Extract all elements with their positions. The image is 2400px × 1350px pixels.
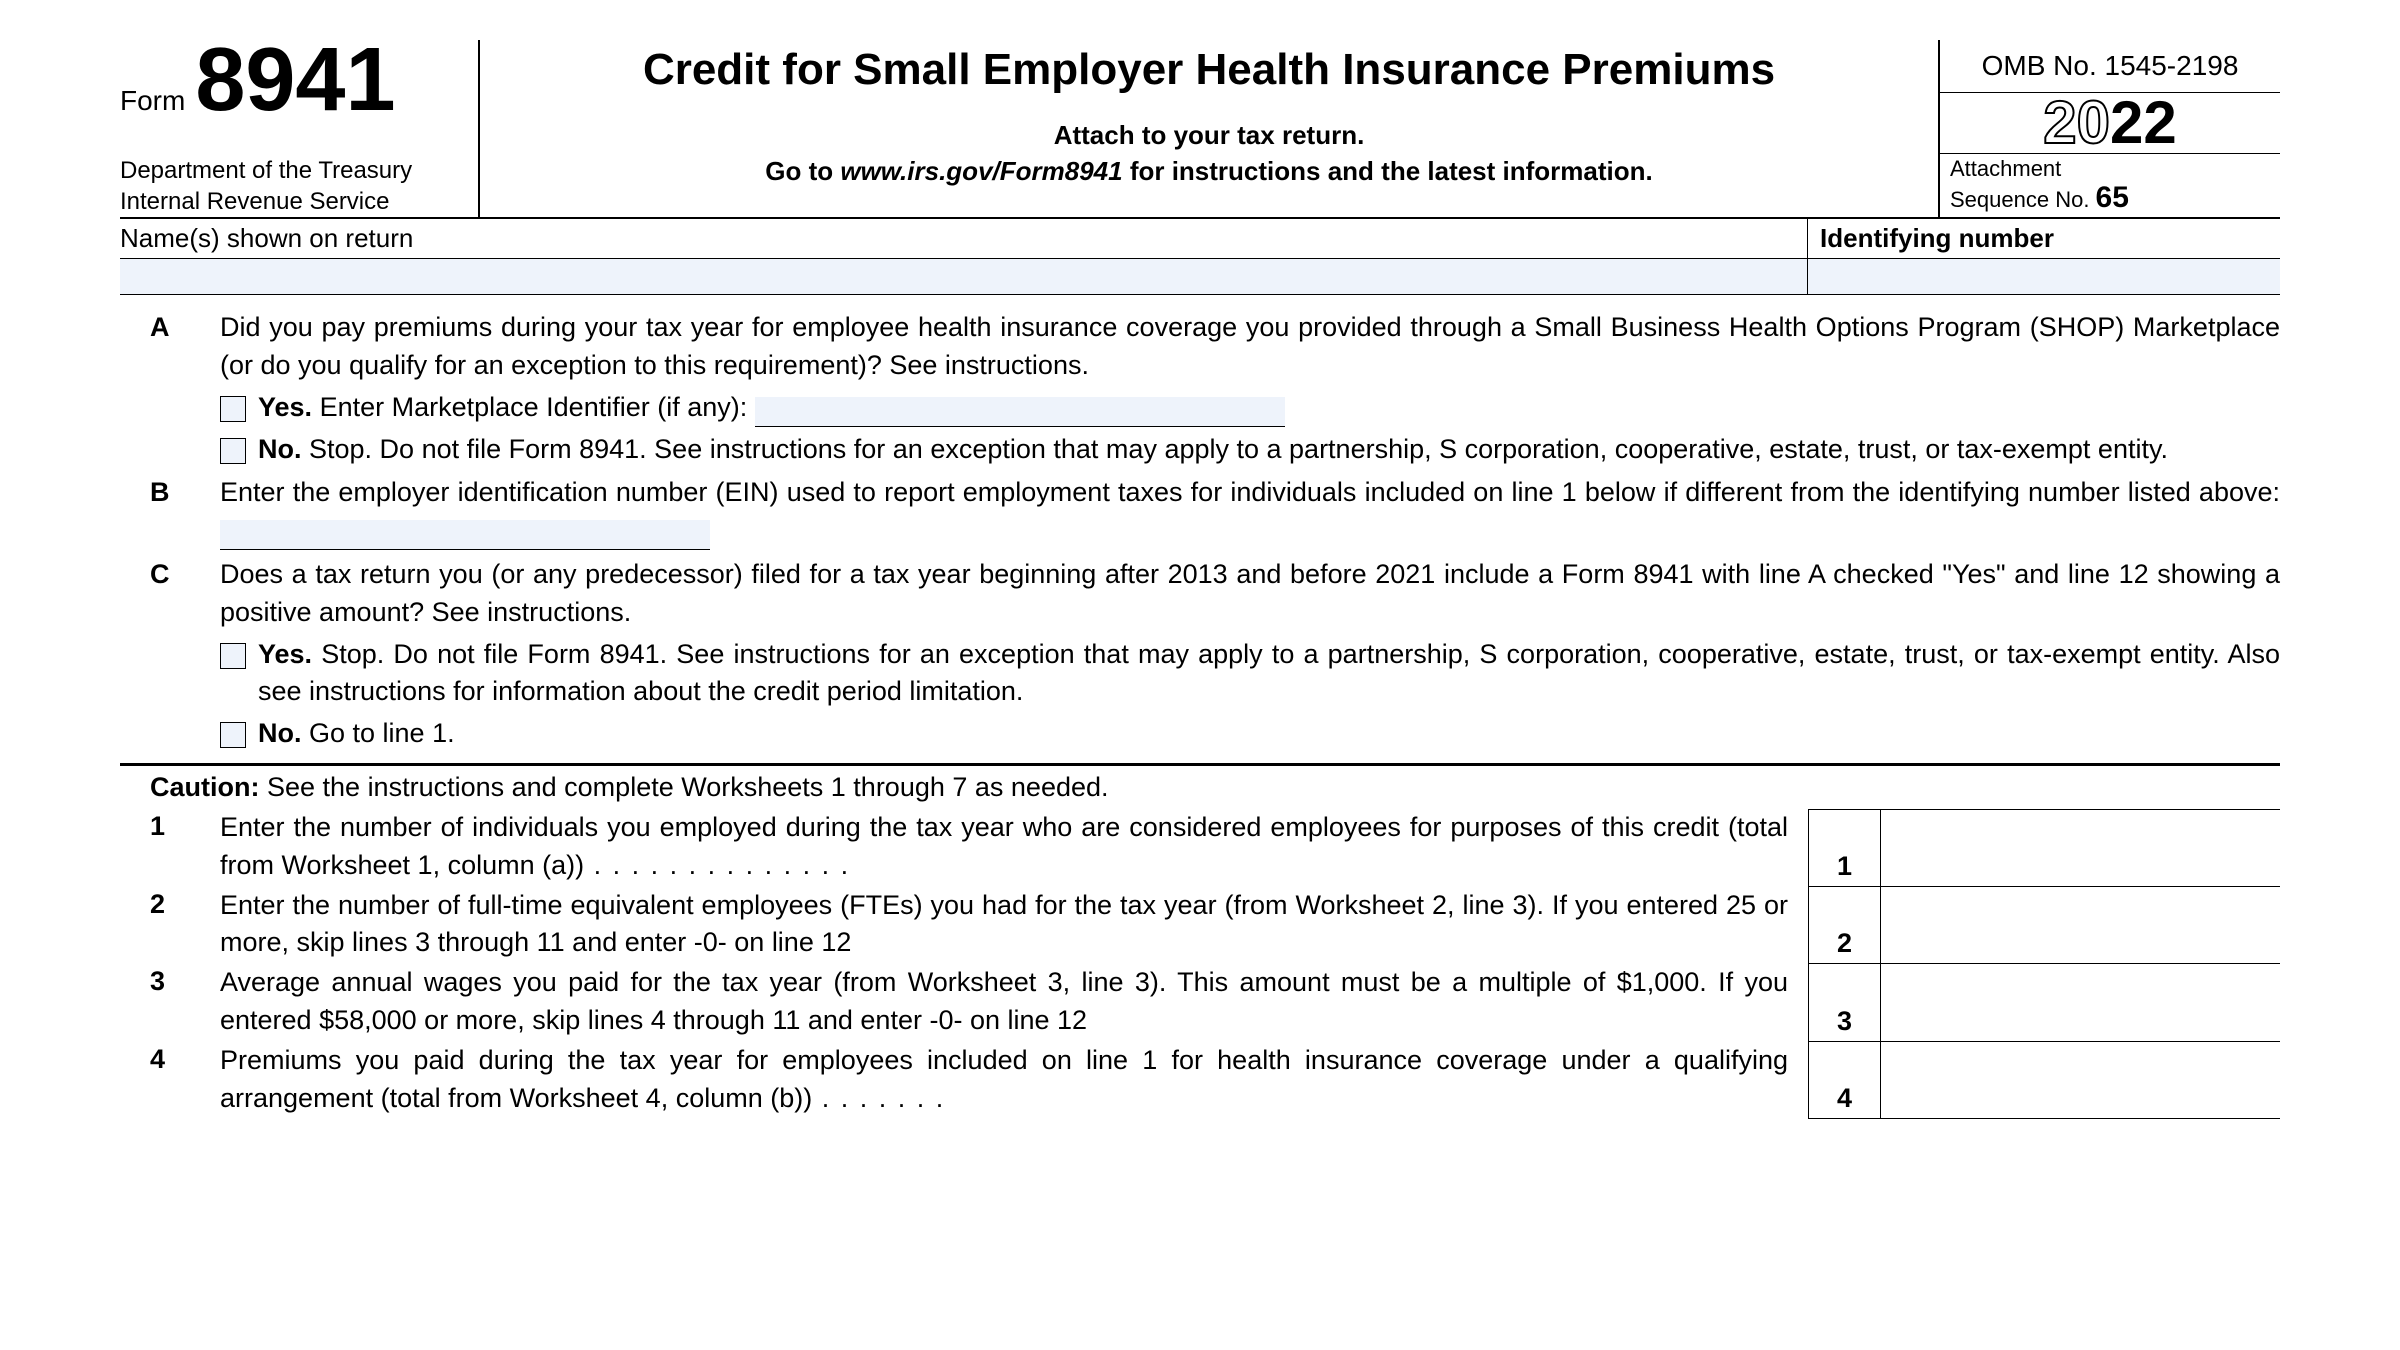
sequence-no: 65 bbox=[2096, 181, 2129, 214]
goto-suffix: for instructions and the latest informat… bbox=[1123, 156, 1653, 186]
header-center: Credit for Small Employer Health Insuran… bbox=[480, 40, 1940, 217]
line-1-input[interactable] bbox=[1880, 809, 2280, 887]
line-3-num: 3 bbox=[120, 964, 220, 1042]
dots-icon bbox=[584, 850, 850, 880]
qa-no-row: No. Stop. Do not file Form 8941. See ins… bbox=[220, 431, 2280, 469]
id-label: Identifying number bbox=[1808, 219, 2280, 258]
line-3-boxnum: 3 bbox=[1808, 964, 1880, 1042]
qc-no-label: No. bbox=[258, 718, 302, 748]
body: A Did you pay premiums during your tax y… bbox=[120, 295, 2280, 1119]
question-a-text: Did you pay premiums during your tax yea… bbox=[220, 309, 2280, 468]
dept-line1: Department of the Treasury bbox=[120, 155, 458, 186]
line-3-input[interactable] bbox=[1880, 964, 2280, 1042]
form-word: Form bbox=[120, 85, 185, 117]
form-header: Form 8941 Department of the Treasury Int… bbox=[120, 40, 2280, 219]
qa-no-checkbox[interactable] bbox=[220, 438, 246, 464]
line-1-boxnum: 1 bbox=[1808, 809, 1880, 887]
header-left: Form 8941 Department of the Treasury Int… bbox=[120, 40, 480, 217]
form-number: 8941 bbox=[195, 40, 395, 121]
question-a: A Did you pay premiums during your tax y… bbox=[120, 309, 2280, 468]
line-2-input[interactable] bbox=[1880, 887, 2280, 965]
question-c: C Does a tax return you (or any predeces… bbox=[120, 556, 2280, 753]
line-4-input[interactable] bbox=[1880, 1042, 2280, 1120]
qc-no-checkbox[interactable] bbox=[220, 722, 246, 748]
qa-yes-row: Yes. Enter Marketplace Identifier (if an… bbox=[220, 389, 2280, 427]
tax-year: 2022 bbox=[1940, 93, 2280, 153]
line-4: 4 Premiums you paid during the tax year … bbox=[120, 1042, 2280, 1120]
caution-text: See the instructions and complete Worksh… bbox=[259, 772, 1108, 802]
line-1: 1 Enter the number of individuals you em… bbox=[120, 809, 2280, 887]
question-b-text: Enter the employer identification number… bbox=[220, 474, 2280, 550]
goto-url: www.irs.gov/Form8941 bbox=[840, 156, 1122, 186]
dots-icon bbox=[812, 1083, 945, 1113]
attach-line: Attach to your tax return. bbox=[510, 120, 1908, 151]
qc-yes-content: Yes. Stop. Do not file Form 8941. See in… bbox=[258, 636, 2280, 712]
line-2-num: 2 bbox=[120, 887, 220, 965]
question-c-text: Does a tax return you (or any predecesso… bbox=[220, 556, 2280, 753]
form-number-row: Form 8941 bbox=[120, 40, 458, 121]
line-4-num: 4 bbox=[120, 1042, 220, 1120]
attachment-sequence: Attachment Sequence No. 65 bbox=[1940, 153, 2280, 217]
qb-text: Enter the employer identification number… bbox=[220, 477, 2280, 507]
line-1-num: 1 bbox=[120, 809, 220, 887]
qa-yes-checkbox[interactable] bbox=[220, 396, 246, 422]
name-input-row bbox=[120, 259, 2280, 295]
line-2: 2 Enter the number of full-time equivale… bbox=[120, 887, 2280, 965]
qa-no-text: Stop. Do not file Form 8941. See instruc… bbox=[302, 434, 2168, 464]
qa-no-content: No. Stop. Do not file Form 8941. See ins… bbox=[258, 431, 2280, 469]
letter-a: A bbox=[120, 309, 220, 468]
year-bold: 22 bbox=[2110, 89, 2177, 156]
qa-yes-text: Enter Marketplace Identifier (if any): bbox=[312, 392, 755, 422]
qc-yes-label: Yes. bbox=[258, 639, 312, 669]
goto-line: Go to www.irs.gov/Form8941 for instructi… bbox=[510, 156, 1908, 187]
line-4-text: Premiums you paid during the tax year fo… bbox=[220, 1045, 1788, 1113]
sequence-label: Sequence No. bbox=[1950, 187, 2096, 212]
qc-no-content: No. Go to line 1. bbox=[258, 715, 455, 753]
names-input[interactable] bbox=[120, 259, 1808, 294]
qc-yes-text: Stop. Do not file Form 8941. See instruc… bbox=[258, 639, 2280, 707]
name-row: Name(s) shown on return Identifying numb… bbox=[120, 219, 2280, 259]
goto-prefix: Go to bbox=[765, 156, 840, 186]
qc-yes-row: Yes. Stop. Do not file Form 8941. See in… bbox=[220, 636, 2280, 712]
line-3: 3 Average annual wages you paid for the … bbox=[120, 964, 2280, 1042]
qc-yes-checkbox[interactable] bbox=[220, 643, 246, 669]
omb-number: OMB No. 1545-2198 bbox=[1940, 40, 2280, 93]
qc-text: Does a tax return you (or any predecesso… bbox=[220, 559, 2280, 627]
qa-no-label: No. bbox=[258, 434, 302, 464]
numbered-lines: 1 Enter the number of individuals you em… bbox=[120, 809, 2280, 1119]
line-4-boxnum: 4 bbox=[1808, 1042, 1880, 1120]
line-3-desc: Average annual wages you paid for the ta… bbox=[220, 964, 1808, 1042]
line-1-desc: Enter the number of individuals you empl… bbox=[220, 809, 1808, 887]
line-4-desc: Premiums you paid during the tax year fo… bbox=[220, 1042, 1808, 1120]
form-title: Credit for Small Employer Health Insuran… bbox=[510, 45, 1908, 95]
qa-text: Did you pay premiums during your tax yea… bbox=[220, 312, 2280, 380]
qa-yes-label: Yes. bbox=[258, 392, 312, 422]
qa-yes-content: Yes. Enter Marketplace Identifier (if an… bbox=[258, 389, 1285, 427]
line-2-boxnum: 2 bbox=[1808, 887, 1880, 965]
dept-lines: Department of the Treasury Internal Reve… bbox=[120, 155, 458, 217]
header-right: OMB No. 1545-2198 2022 Attachment Sequen… bbox=[1940, 40, 2280, 217]
marketplace-id-input[interactable] bbox=[755, 397, 1285, 427]
qc-no-text: Go to line 1. bbox=[302, 718, 455, 748]
caution-line: Caution: See the instructions and comple… bbox=[120, 766, 2280, 809]
attachment-label: Attachment bbox=[1950, 156, 2061, 181]
question-b: B Enter the employer identification numb… bbox=[120, 474, 2280, 550]
dept-line2: Internal Revenue Service bbox=[120, 186, 458, 217]
letter-c: C bbox=[120, 556, 220, 753]
line-2-desc: Enter the number of full-time equivalent… bbox=[220, 887, 1808, 965]
qc-no-row: No. Go to line 1. bbox=[220, 715, 2280, 753]
line-1-text: Enter the number of individuals you empl… bbox=[220, 812, 1788, 880]
year-outline: 20 bbox=[2043, 89, 2110, 156]
letter-b: B bbox=[120, 474, 220, 550]
ein-input[interactable] bbox=[220, 520, 710, 550]
caution-label: Caution: bbox=[150, 772, 259, 802]
id-input[interactable] bbox=[1808, 259, 2280, 294]
names-label: Name(s) shown on return bbox=[120, 219, 1808, 258]
